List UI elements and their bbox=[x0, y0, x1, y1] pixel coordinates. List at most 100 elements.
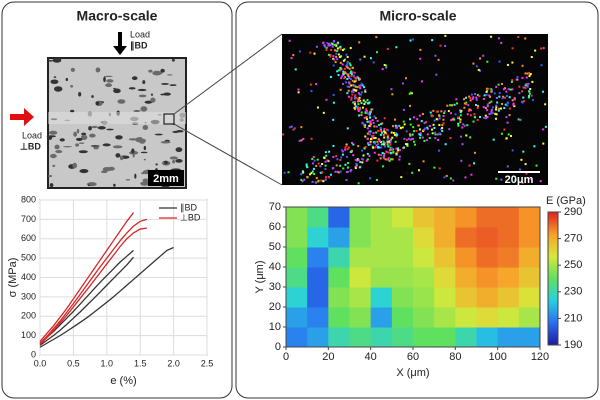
grain bbox=[438, 132, 441, 135]
grain bbox=[368, 101, 371, 104]
pore bbox=[106, 128, 114, 131]
grain bbox=[522, 150, 525, 153]
y-tick-label: 50 bbox=[269, 241, 281, 253]
grain bbox=[418, 133, 421, 136]
grain bbox=[455, 102, 458, 105]
colorbar-label: E (GPa) bbox=[546, 195, 586, 207]
grain bbox=[528, 90, 531, 93]
y-tick-label: 70 bbox=[269, 201, 281, 213]
grain bbox=[336, 58, 339, 61]
pore bbox=[70, 84, 74, 88]
pore bbox=[54, 144, 60, 150]
pore bbox=[142, 125, 149, 131]
grain bbox=[463, 124, 466, 127]
heat-cell bbox=[434, 267, 456, 288]
grain bbox=[438, 117, 441, 120]
grain bbox=[348, 85, 351, 88]
band bbox=[48, 112, 186, 124]
grain bbox=[409, 138, 412, 141]
pore bbox=[153, 71, 163, 75]
grain bbox=[383, 63, 386, 66]
grain bbox=[435, 110, 438, 113]
grain bbox=[312, 167, 315, 170]
zoom-line bbox=[173, 33, 283, 115]
grain bbox=[335, 164, 338, 167]
heat-cell bbox=[518, 247, 541, 268]
grain bbox=[346, 61, 349, 64]
grain bbox=[360, 82, 363, 85]
grain bbox=[379, 157, 382, 160]
grain bbox=[447, 110, 450, 113]
grain bbox=[349, 78, 352, 81]
grain bbox=[350, 96, 353, 99]
grain bbox=[366, 158, 369, 161]
grain bbox=[385, 128, 388, 131]
grain bbox=[386, 140, 389, 143]
grain bbox=[366, 120, 369, 123]
grain bbox=[343, 48, 346, 51]
grain bbox=[388, 149, 391, 152]
grain bbox=[488, 94, 491, 97]
grain bbox=[305, 165, 308, 168]
grain bbox=[459, 111, 462, 114]
grain bbox=[467, 109, 470, 112]
grain bbox=[444, 34, 447, 37]
grain bbox=[388, 159, 391, 162]
grain bbox=[379, 127, 382, 130]
grain bbox=[493, 92, 496, 95]
grain bbox=[378, 123, 381, 126]
grain bbox=[344, 163, 347, 166]
pore bbox=[103, 76, 106, 83]
panel-title: Micro-scale bbox=[379, 8, 456, 24]
grain bbox=[428, 125, 431, 128]
grain bbox=[534, 49, 537, 52]
grain bbox=[313, 159, 316, 162]
grain bbox=[343, 77, 346, 80]
pore bbox=[95, 67, 101, 73]
grain bbox=[521, 64, 524, 67]
grain bbox=[425, 121, 428, 124]
grain bbox=[386, 134, 389, 137]
grain bbox=[347, 89, 350, 92]
grain bbox=[491, 106, 494, 109]
heat-cell bbox=[391, 207, 414, 228]
grain bbox=[398, 158, 401, 161]
data-line bbox=[39, 256, 135, 346]
grain bbox=[344, 148, 347, 151]
grain bbox=[425, 139, 428, 142]
grain bbox=[515, 78, 518, 81]
grain bbox=[408, 162, 411, 165]
grain bbox=[366, 102, 369, 105]
grain bbox=[511, 61, 514, 64]
grain bbox=[322, 180, 325, 183]
grain bbox=[490, 88, 493, 91]
grain bbox=[382, 165, 385, 168]
grain bbox=[375, 36, 378, 39]
heat-cell bbox=[328, 267, 350, 288]
grain bbox=[297, 88, 300, 91]
grain bbox=[489, 95, 492, 98]
grain bbox=[383, 142, 386, 145]
heat-cell bbox=[370, 247, 393, 268]
grain bbox=[390, 158, 393, 161]
grain bbox=[452, 179, 455, 182]
grain bbox=[465, 103, 468, 106]
grain bbox=[336, 47, 339, 50]
grain bbox=[423, 121, 426, 124]
grain bbox=[382, 156, 385, 159]
load-arrow bbox=[10, 108, 34, 126]
grain bbox=[362, 123, 365, 126]
pore bbox=[154, 133, 163, 136]
grain bbox=[519, 118, 522, 121]
grain bbox=[361, 149, 364, 152]
grain bbox=[379, 133, 382, 136]
grain bbox=[444, 143, 447, 146]
grain bbox=[353, 71, 356, 74]
grain bbox=[374, 146, 377, 149]
heat-cell bbox=[518, 267, 541, 288]
grain bbox=[470, 114, 473, 117]
grain bbox=[461, 143, 464, 146]
y-tick-label: 60 bbox=[269, 221, 281, 233]
grain bbox=[472, 62, 475, 65]
grain bbox=[330, 49, 333, 52]
